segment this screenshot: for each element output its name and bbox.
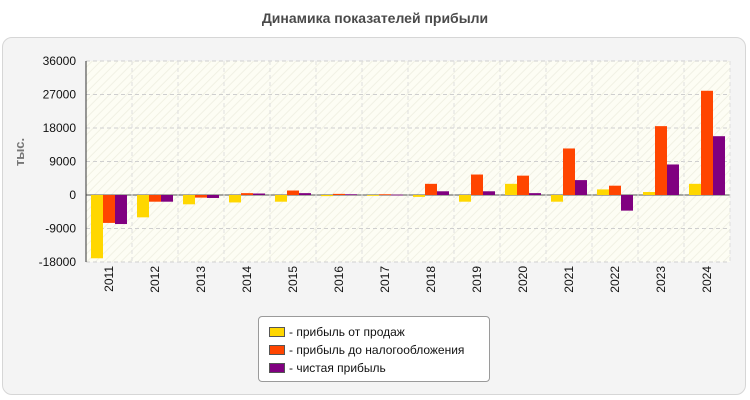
bar-sales-profit [183,195,195,205]
y-tick-labels: 36000 27000 18000 9000 0 -9000 -18000 [39,54,77,269]
bar-pretax-profit [241,193,253,195]
legend-item-pretax-profit: - прибыль до налогообложения [269,341,489,359]
legend-swatch [269,345,285,355]
bar-net-profit [299,193,311,195]
y-axis-label: тыс. [12,138,27,166]
legend: - прибыль от продаж - прибыль до налогоо… [258,316,490,382]
x-tick-label: 2016 [332,266,346,293]
bar-sales-profit [229,195,241,203]
bars-group [91,90,725,259]
x-tick-label: 2013 [194,266,208,293]
bar-net-profit [667,164,679,195]
bar-net-profit [161,195,173,202]
bar-pretax-profit [609,185,621,195]
bar-pretax-profit [379,194,391,196]
bar-pretax-profit [701,90,713,195]
bar-pretax-profit [655,126,667,195]
bar-net-profit [345,194,357,196]
bar-net-profit [621,195,633,211]
x-tick-label: 2022 [608,266,622,293]
bar-pretax-profit [563,148,575,195]
bar-net-profit [207,195,219,198]
bar-sales-profit [321,195,333,197]
bar-net-profit [437,191,449,195]
bar-sales-profit [137,195,149,218]
y-tick-label: 9000 [49,155,76,169]
bar-pretax-profit [333,193,345,195]
bar-pretax-profit [287,190,299,195]
x-tick-label: 2017 [378,266,392,293]
x-tick-label: 2018 [424,266,438,293]
bar-pretax-profit [103,195,115,223]
chart-title: Динамика показателей прибыли [261,10,489,26]
y-tick-label: -9000 [45,222,76,236]
y-tick-label: 0 [69,188,76,202]
bar-sales-profit [459,195,471,202]
bar-net-profit [253,193,265,195]
x-tick-label: 2021 [562,266,576,293]
bar-pretax-profit [471,174,483,195]
bar-sales-profit [689,183,701,195]
x-tick-label: 2012 [148,266,162,293]
y-tick-label: -18000 [39,255,77,269]
bar-pretax-profit [195,195,207,198]
x-tick-label: 2024 [700,266,714,293]
bar-net-profit [115,195,127,225]
x-tick-labels: 2011 2012 2013 2014 2015 2016 2017 2018 2019 2020… [102,266,714,293]
bar-net-profit [483,191,495,195]
bar-net-profit [713,136,725,195]
bar-sales-profit [91,195,103,259]
legend-label: - прибыль до налогообложения [289,343,465,357]
bar-sales-profit [505,183,517,195]
x-tick-label: 2011 [102,266,116,292]
legend-label: - прибыль от продаж [289,325,405,339]
legend-item-net-profit: - чистая прибыль [269,359,489,377]
x-tick-label: 2015 [286,266,300,293]
bar-sales-profit [643,192,655,195]
x-tick-label: 2019 [470,266,484,293]
bar-sales-profit [551,195,563,202]
legend-label: - чистая прибыль [289,361,386,375]
y-tick-label: 36000 [43,54,77,68]
bar-net-profit [575,180,587,195]
bar-sales-profit [367,195,379,196]
legend-swatch [269,327,285,337]
legend-item-sales-profit: - прибыль от продаж [269,323,489,341]
x-tick-label: 2023 [654,266,668,293]
bar-pretax-profit [517,175,529,195]
bar-pretax-profit [425,183,437,195]
y-tick-label: 18000 [43,121,77,135]
bar-sales-profit [275,195,287,202]
x-tick-label: 2014 [240,266,254,293]
x-tick-label: 2020 [516,266,530,293]
bar-net-profit [529,193,541,195]
bar-net-profit [391,194,403,196]
legend-swatch [269,363,285,373]
y-tick-label: 27000 [43,88,77,102]
bar-pretax-profit [149,195,161,202]
bar-sales-profit [597,189,609,195]
bar-sales-profit [413,195,425,197]
